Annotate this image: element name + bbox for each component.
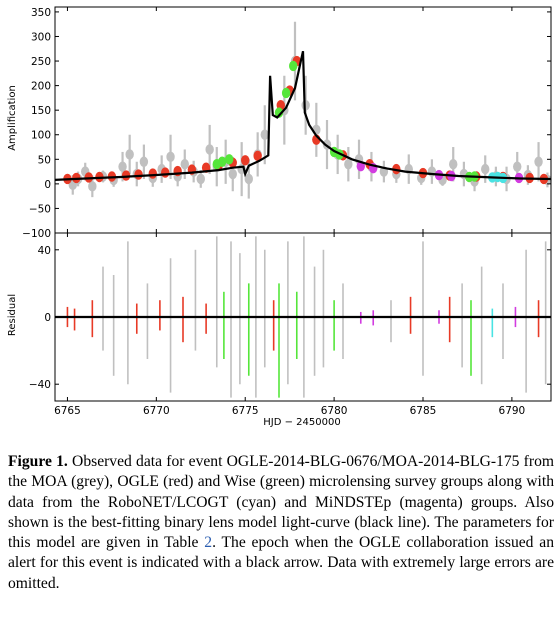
- y-tick-label: 350: [31, 7, 51, 19]
- data-point: [134, 169, 143, 180]
- data-point: [139, 156, 149, 167]
- x-tick-label: 6780: [321, 405, 348, 417]
- data-point: [241, 155, 250, 166]
- y-tick-label: −100: [22, 228, 51, 240]
- figure-caption: Figure 1. Observed data for event OGLE-2…: [8, 452, 554, 594]
- series-wise: [212, 60, 479, 183]
- top-plot-frame: [54, 6, 552, 234]
- amplification-panel: −100 −50 0 50 100 150 200 250 300 350: [22, 6, 552, 240]
- residual-panel: −40 0 40 6765 6770 6775 6780 6785 6790: [29, 7, 552, 417]
- y-tick-label: −50: [29, 203, 51, 215]
- data-point: [161, 167, 170, 178]
- data-point: [289, 60, 298, 72]
- data-point: [344, 159, 353, 170]
- data-point: [118, 161, 127, 172]
- y-tick-label: 200: [31, 81, 51, 93]
- data-point: [274, 107, 284, 118]
- data-point: [228, 168, 237, 180]
- data-point: [253, 150, 262, 162]
- data-point: [281, 87, 291, 99]
- y-tick-label: 40: [38, 245, 51, 257]
- data-point: [513, 161, 522, 172]
- data-point: [180, 159, 189, 170]
- data-point: [148, 168, 157, 179]
- data-point: [205, 144, 214, 155]
- y-tick-label: 150: [31, 105, 51, 117]
- x-tick-label: 6790: [499, 405, 526, 417]
- caption-text-end: . The epoch when the OGLE collaboration …: [8, 534, 554, 592]
- y-tick-label: −40: [29, 379, 51, 391]
- x-tick-label: 6775: [232, 405, 259, 417]
- y-tick-label: 100: [31, 130, 51, 142]
- data-point: [196, 173, 205, 185]
- data-point: [534, 156, 543, 167]
- data-point: [217, 156, 227, 167]
- light-curve-figure: −100 −50 0 50 100 150 200 250 300 350 −40 0 40 6765 6…: [7, 6, 552, 428]
- data-point: [260, 129, 269, 140]
- data-point: [121, 170, 131, 181]
- data-point: [125, 149, 134, 160]
- caption-text: Observed data for event OGLE-2014-BLG-06…: [8, 453, 554, 552]
- y-tick-label: 250: [31, 56, 51, 68]
- data-point: [244, 173, 253, 185]
- y-axis-label-top: Amplification: [7, 85, 18, 151]
- y-tick-label: 50: [38, 154, 51, 166]
- y-tick-label: 0: [44, 179, 51, 191]
- x-tick-label: 6785: [410, 405, 437, 417]
- model-light-curve: [54, 50, 552, 181]
- data-point: [449, 159, 458, 170]
- y-tick-label: 300: [31, 31, 51, 43]
- x-axis-label: HJD − 2450000: [263, 417, 340, 428]
- y-tick-label: 0: [44, 312, 51, 324]
- table-reference-link[interactable]: 2: [204, 534, 213, 552]
- x-tick-label: 6770: [143, 405, 170, 417]
- y-axis-label-bottom: Residual: [7, 294, 18, 336]
- data-point: [88, 181, 97, 192]
- data-point: [481, 163, 490, 175]
- x-tick-label: 6765: [54, 405, 81, 417]
- caption-label: Figure 1.: [8, 453, 68, 470]
- data-point: [166, 151, 175, 163]
- data-point: [225, 154, 234, 165]
